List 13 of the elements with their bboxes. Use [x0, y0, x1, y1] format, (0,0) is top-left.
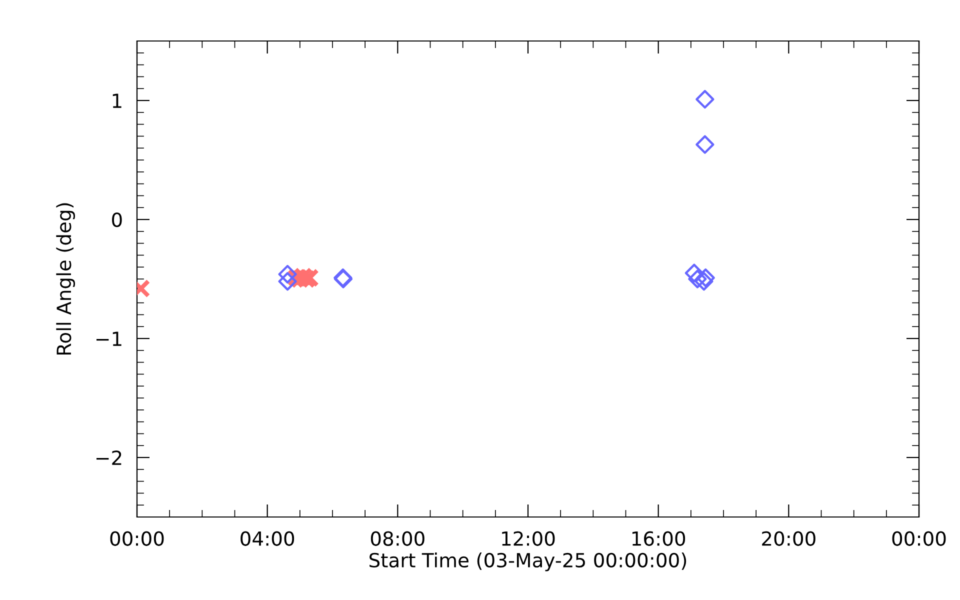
x-axis-title: Start Time (03-May-25 00:00:00) — [370, 552, 686, 572]
x-tick-label: 00:00 — [892, 531, 946, 546]
y-tick-label: −2 — [96, 450, 122, 465]
x-tick-label: 20:00 — [762, 531, 816, 546]
x-tick-label: 04:00 — [240, 531, 294, 546]
y-tick-label: 0 — [112, 212, 122, 228]
x-tick-label: 12:00 — [502, 531, 555, 546]
x-tick-label: 00:00 — [110, 531, 164, 546]
y-tick-label: −1 — [96, 332, 122, 346]
x-tick-label: 08:00 — [370, 531, 424, 546]
x-tick-label: 16:00 — [632, 531, 686, 546]
y-axis-title: Roll Angle (deg) — [56, 203, 75, 355]
y-tick-label: 1 — [112, 94, 122, 108]
